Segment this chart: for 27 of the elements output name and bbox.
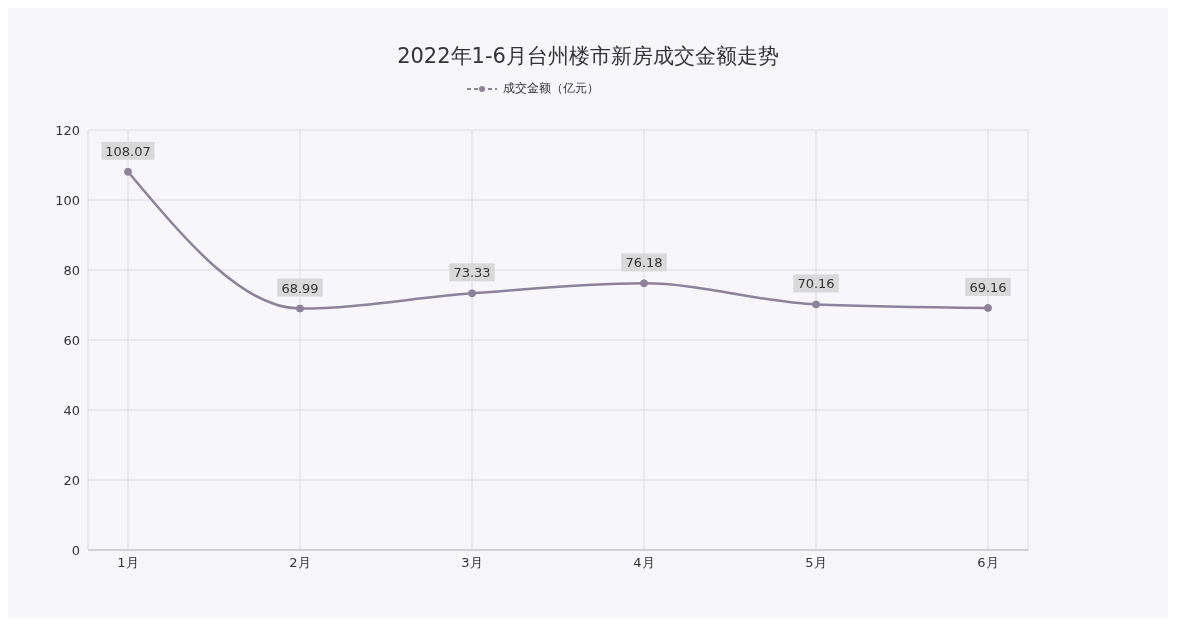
- data-label: 73.33: [453, 265, 491, 281]
- x-tick-label: 4月: [633, 555, 655, 571]
- data-label: 108.07: [105, 143, 151, 159]
- x-tick-label: 5月: [805, 555, 827, 571]
- point: [468, 289, 476, 298]
- data-label: 70.16: [797, 276, 835, 292]
- data-label: 69.16: [969, 279, 1007, 295]
- legend-label: 成交金额（亿元）: [502, 80, 599, 97]
- x-tick-label: 1月: [117, 555, 139, 571]
- y-tick-label: 40: [63, 402, 80, 418]
- y-tick-label: 0: [71, 542, 80, 558]
- x-tick-label: 2月: [289, 555, 311, 571]
- point: [984, 303, 992, 312]
- x-tick-label: 3月: [461, 555, 483, 571]
- x-tick-label: 6月: [977, 555, 999, 571]
- data-label: 68.99: [281, 280, 319, 296]
- chart-title: 2022年1-6月台州楼市新房成交金额走势: [396, 43, 780, 70]
- data-label: 76.18: [625, 255, 663, 271]
- point: [124, 167, 132, 176]
- point: [640, 279, 648, 288]
- point: [296, 304, 304, 313]
- y-tick-label: 120: [55, 122, 80, 138]
- y-tick-label: 80: [63, 262, 80, 278]
- point: [812, 300, 820, 309]
- y-tick-label: 20: [63, 472, 80, 488]
- y-tick-label: 100: [55, 192, 80, 208]
- y-tick-label: 60: [63, 332, 80, 348]
